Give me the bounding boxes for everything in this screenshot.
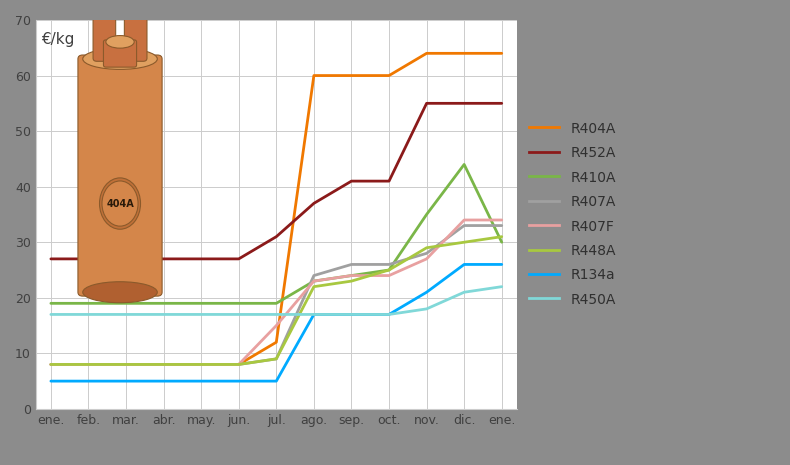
Ellipse shape	[83, 282, 157, 303]
Ellipse shape	[106, 35, 134, 48]
FancyBboxPatch shape	[78, 55, 162, 296]
Text: €/kg: €/kg	[40, 32, 74, 46]
FancyBboxPatch shape	[103, 40, 137, 67]
Legend: R404A, R452A, R410A, R407A, R407F, R448A, R134a, R450A: R404A, R452A, R410A, R407A, R407F, R448A…	[529, 122, 615, 307]
Ellipse shape	[100, 178, 141, 229]
FancyBboxPatch shape	[124, 18, 147, 61]
FancyBboxPatch shape	[93, 18, 115, 61]
Ellipse shape	[83, 48, 157, 69]
Ellipse shape	[102, 181, 138, 226]
Text: 404A: 404A	[106, 199, 134, 209]
